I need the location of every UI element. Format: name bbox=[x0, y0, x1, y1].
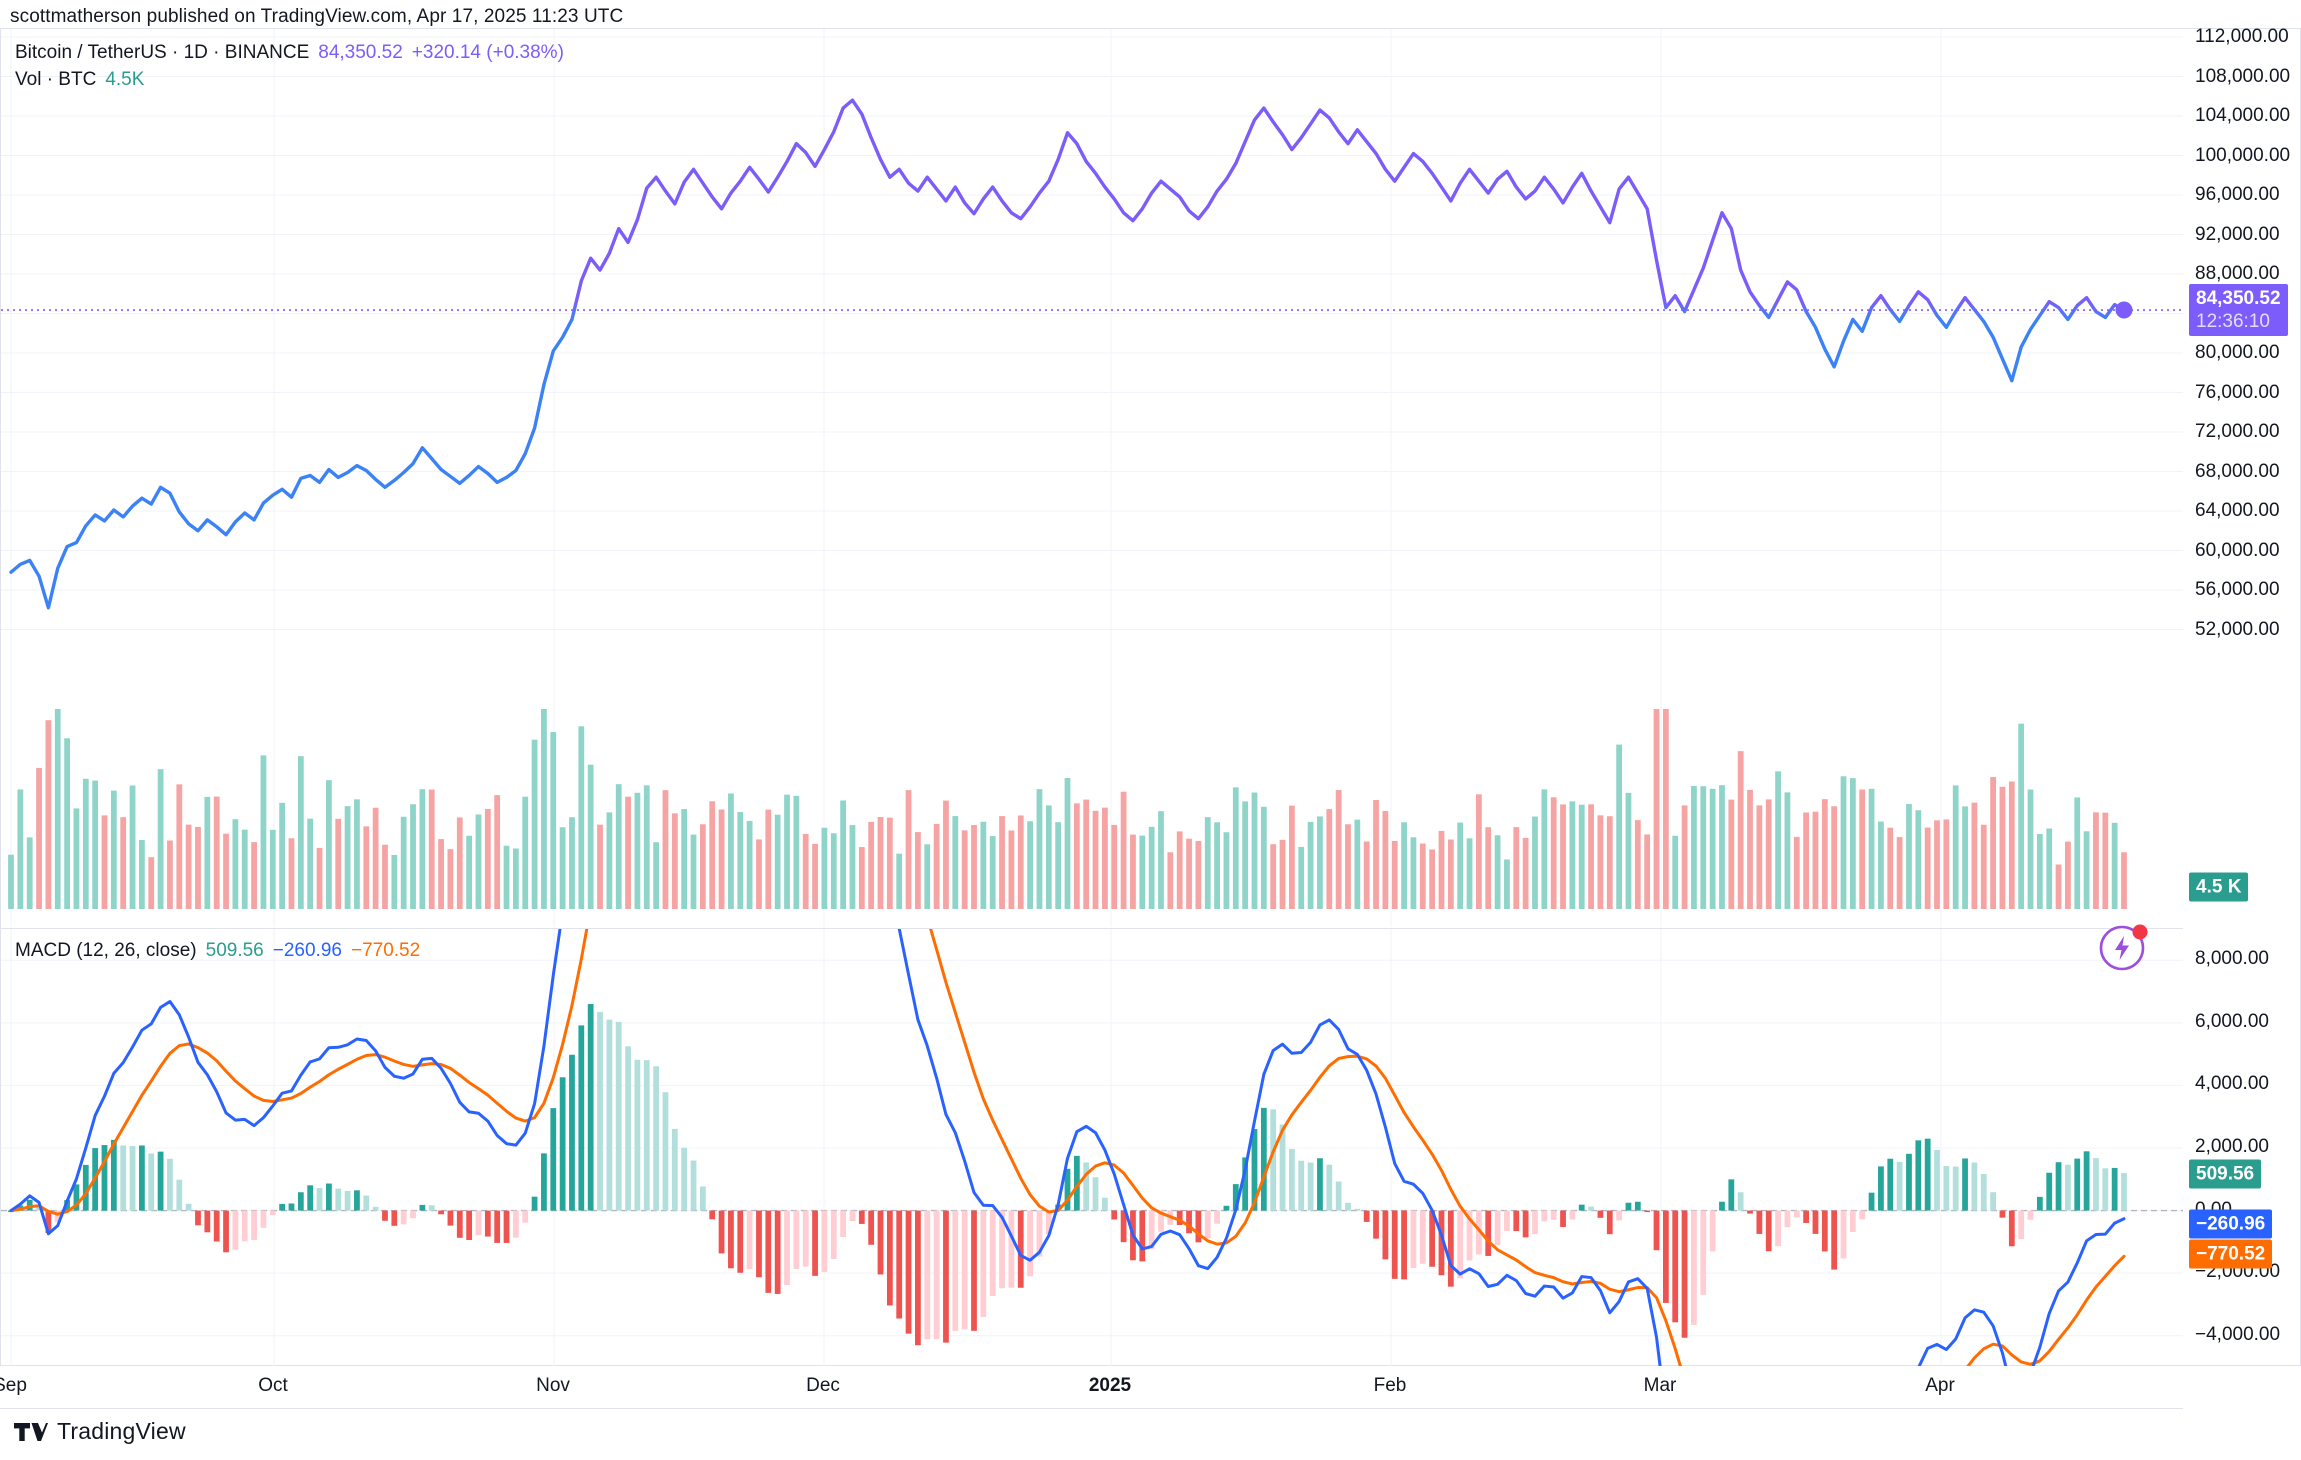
price-axis-tick: 76,000.00 bbox=[2195, 381, 2280, 403]
volume-title: Vol · BTC bbox=[15, 69, 97, 90]
price-axis-tick: 112,000.00 bbox=[2195, 26, 2289, 47]
price-axis-tick: 80,000.00 bbox=[2195, 342, 2280, 363]
current-price-text: 84,350.52 bbox=[2196, 288, 2281, 310]
price-axis-tick: 64,000.00 bbox=[2195, 500, 2280, 521]
price-axis-tick: 92,000.00 bbox=[2195, 223, 2280, 245]
time-axis-tick: Sep bbox=[0, 1375, 27, 1396]
macd-histogram-value: 509.56 bbox=[205, 940, 264, 961]
volume-value: 4.5K bbox=[105, 69, 145, 90]
macd-histogram-badge: 509.56 bbox=[2189, 1159, 2262, 1189]
time-axis-tick: Mar bbox=[1643, 1375, 1677, 1396]
price-axis-tick: 52,000.00 bbox=[2195, 618, 2280, 640]
macd-axis-tick: 4,000.00 bbox=[2195, 1073, 2269, 1095]
signal-line bbox=[9, 929, 2126, 1366]
price-line bbox=[9, 98, 2126, 610]
price-change-value: +320.14 (+0.38%) bbox=[411, 42, 564, 63]
time-axis-tick: 2025 bbox=[1088, 1375, 1132, 1396]
tradingview-mark-icon bbox=[14, 1422, 48, 1441]
volume-badge: 4.5 K bbox=[2189, 872, 2249, 902]
price-axis-tick: 108,000.00 bbox=[2195, 65, 2291, 87]
macd-histogram bbox=[8, 1004, 2127, 1346]
macd-axis-tick: −4,000.00 bbox=[2195, 1323, 2281, 1345]
macd-signal-value: −770.52 bbox=[350, 940, 421, 961]
current-price-badge: 84,350.52 12:36:10 bbox=[2189, 284, 2288, 337]
time-axis-tick: Feb bbox=[1373, 1375, 1407, 1396]
macd-title: MACD (12, 26, close) bbox=[15, 940, 197, 961]
macd-plot bbox=[1, 929, 2184, 1366]
price-axis-tick: 72,000.00 bbox=[2195, 421, 2280, 442]
macd-line-value: −260.96 bbox=[272, 940, 342, 961]
price-legend: Bitcoin / TetherUS · 1D · BINANCE 84,350.… bbox=[15, 39, 564, 93]
price-legend-row: Bitcoin / TetherUS · 1D · BINANCE 84,350.… bbox=[15, 39, 564, 66]
price-plot bbox=[1, 29, 2184, 927]
macd-legend-row: MACD (12, 26, close) 509.56 −260.96 −770.52 bbox=[15, 937, 420, 964]
price-axis-tick: 100,000.00 bbox=[2195, 144, 2291, 166]
price-axis-tick: 96,000.00 bbox=[2195, 184, 2280, 205]
last-price-value: 84,350.52 bbox=[318, 42, 403, 63]
attribution-text: scottmatherson published on TradingView.… bbox=[10, 6, 624, 27]
time-axis[interactable]: Sep Oct Nov Dec 2025 Feb Mar Apr bbox=[0, 1367, 2183, 1409]
macd-axis-tick: 8,000.00 bbox=[2195, 948, 2269, 970]
price-pane[interactable]: Bitcoin / TetherUS · 1D · BINANCE 84,350.… bbox=[1, 29, 2184, 927]
chart-frame: Bitcoin / TetherUS · 1D · BINANCE 84,350.… bbox=[0, 28, 2184, 1366]
macd-legend: MACD (12, 26, close) 509.56 −260.96 −770.52 bbox=[15, 937, 420, 964]
time-axis-tick: Apr bbox=[1925, 1375, 1955, 1396]
macd-signal-badge: −770.52 bbox=[2189, 1239, 2273, 1269]
macd-axis-tick: 6,000.00 bbox=[2195, 1010, 2269, 1032]
volume-bars bbox=[8, 709, 2127, 909]
tradingview-logo[interactable]: TradingView bbox=[14, 1418, 186, 1445]
symbol-title: Bitcoin / TetherUS · 1D · BINANCE bbox=[15, 42, 310, 63]
macd-pane[interactable]: MACD (12, 26, close) 509.56 −260.96 −770.52 bbox=[1, 928, 2184, 1366]
volume-legend-row: Vol · BTC 4.5K bbox=[15, 66, 564, 93]
price-axis-tick: 60,000.00 bbox=[2195, 539, 2280, 561]
lightning-alert-icon[interactable] bbox=[2097, 919, 2151, 978]
time-axis-tick: Oct bbox=[258, 1375, 288, 1396]
time-axis-tick: Dec bbox=[806, 1375, 840, 1396]
countdown-text: 12:36:10 bbox=[2196, 311, 2270, 333]
price-axis-tick: 68,000.00 bbox=[2195, 460, 2280, 482]
price-axis-tick: 88,000.00 bbox=[2195, 263, 2280, 284]
price-axis[interactable]: 112,000.00 108,000.00 104,000.00 100,000.00… bbox=[2183, 26, 2301, 1366]
macd-line bbox=[9, 929, 2126, 1366]
macd-line-badge: −260.96 bbox=[2189, 1209, 2273, 1239]
price-axis-tick: 56,000.00 bbox=[2195, 579, 2280, 600]
time-axis-tick: Nov bbox=[536, 1375, 570, 1396]
tradingview-wordmark: TradingView bbox=[57, 1418, 186, 1444]
price-axis-tick: 104,000.00 bbox=[2195, 105, 2291, 126]
macd-axis-tick: 2,000.00 bbox=[2195, 1136, 2269, 1157]
last-price-dot bbox=[2115, 301, 2133, 319]
